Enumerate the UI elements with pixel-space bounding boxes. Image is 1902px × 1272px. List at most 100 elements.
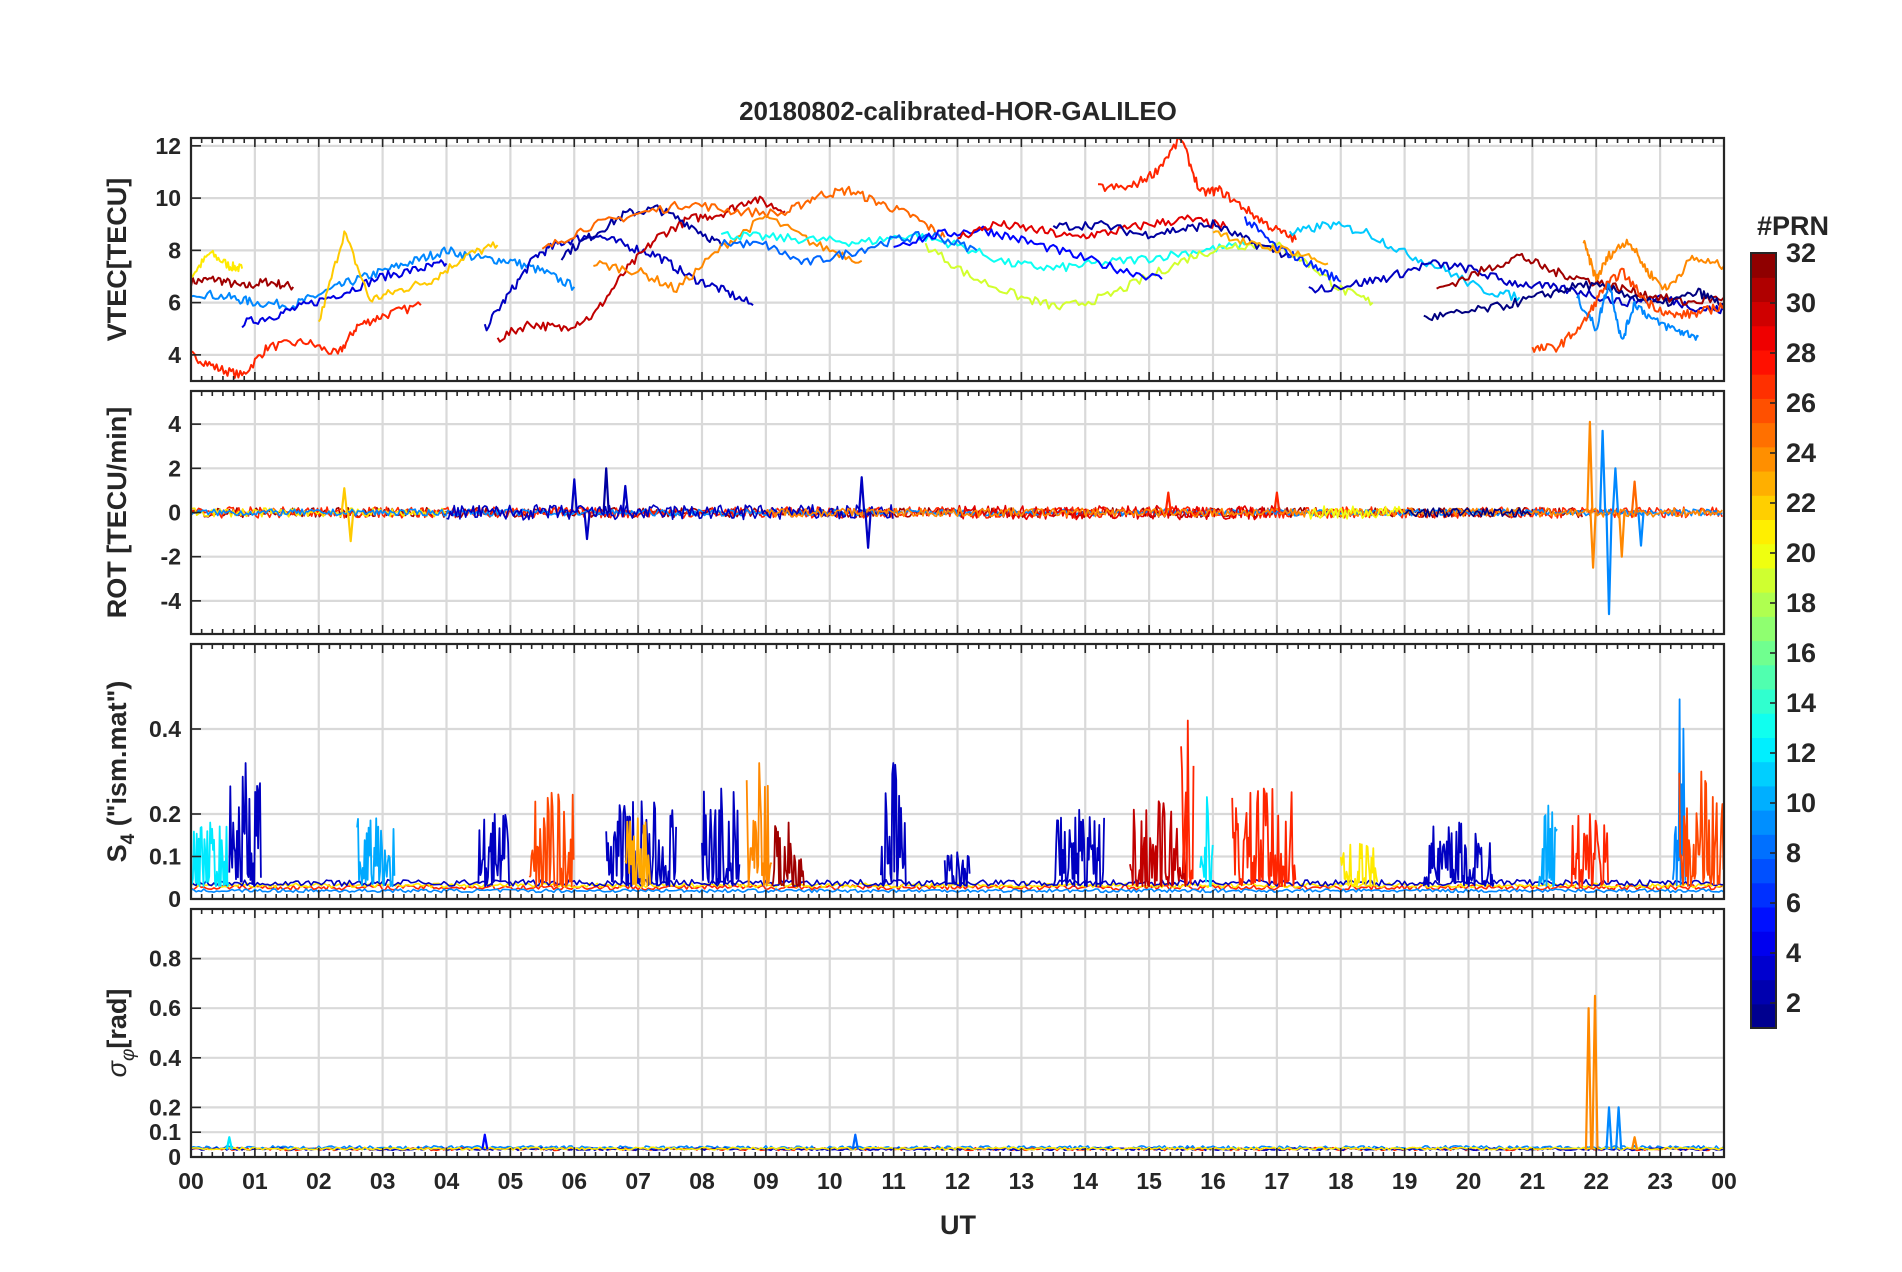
x-tick-label: 14 [1072,1168,1098,1194]
colorbar-tick-label: 12 [1786,738,1816,768]
vtec-series-prn-9 [1576,281,1699,341]
s4-burst-prn-3 [943,851,971,888]
x-tick-label: 09 [753,1168,779,1194]
vtec-series-prn-1 [1423,280,1724,322]
x-tick-label: 05 [498,1168,524,1194]
rot-spike-prn-24 [1586,420,1594,513]
vtec-series-prn-21 [191,249,244,279]
colorbar-band [1751,713,1776,738]
rot-spike-prn-3 [858,476,866,513]
s4-burst-prn-27 [1231,787,1297,888]
sigma-y-tick-label: 0.8 [149,946,181,972]
chart-title: 20180802-calibrated-HOR-GALILEO [739,96,1177,126]
x-tick-label: 20 [1456,1168,1482,1194]
colorbar-band [1751,470,1776,496]
colorbar-band [1751,543,1776,569]
s4-burst-prn-10 [356,817,396,888]
colorbar-band [1751,785,1776,811]
vtec-y-tick-label: 4 [168,342,181,368]
colorbar-tick-label: 26 [1786,388,1816,418]
s4-burst-prn-21 [1339,842,1379,888]
sigma-spike-prn-9 [1605,1106,1613,1150]
s4-burst-prn-3 [1052,808,1105,888]
colorbar-band [1751,422,1776,448]
s4-burst-prn-3 [880,762,907,887]
rot-series-prn-9 [191,508,1723,517]
s4-burst-prn-12 [191,821,230,888]
sigma-y-tick-label: 0.1 [149,1119,181,1145]
s4-burst-prn-26 [1678,770,1724,888]
s4-burst-prn-3 [605,800,677,888]
sigma-y-tick-label: 0.2 [149,1094,181,1120]
sigma-spike-prn-8 [851,1133,859,1150]
panel-rot: -4 -2 0 2 4 ROT [TECU/min] [102,389,1726,636]
x-tick-label: 13 [1009,1168,1035,1194]
rot-spike-prn-24 [1589,512,1597,569]
rot-y-axis-label: ROT [TECU/min] [102,407,132,618]
sigma-y-tick-label: 0.4 [149,1045,181,1071]
panel-vtec: 4 6 8 10 12 VTEC[TECU] [102,133,1726,383]
colorbar-tick-label: 24 [1786,438,1816,468]
rot-series-layer [191,420,1723,616]
colorbar-band [1751,1003,1776,1029]
colorbar-band [1751,834,1776,860]
colorbar-band [1751,592,1776,617]
panel-s4: 0 0.1 0.2 0.4 S4 ("ism.mat") [102,642,1726,912]
rot-spike-prn-3 [570,478,578,513]
sigma-spike-prn-9 [1615,1106,1623,1150]
rot-series-prn-1 [1404,507,1532,518]
x-tick-label: 22 [1583,1168,1609,1194]
sigma-y-tick-label: 0.6 [149,995,181,1021]
s4-burst-prn-10 [1537,804,1558,888]
vtec-minor-ticks [190,138,1725,381]
colorbar-band [1751,858,1776,884]
colorbar-tick-label: 28 [1786,338,1816,368]
vtec-series-prn-8 [720,231,978,266]
sigma-grid [189,909,1726,1159]
colorbar-band [1751,955,1776,981]
s4-y-tick-label: 0.2 [149,801,181,827]
colorbar-band [1751,761,1776,787]
x-tick-label: 17 [1264,1168,1290,1194]
colorbar-tick-label: 4 [1786,938,1801,968]
sigma-spike-prn-12 [225,1136,233,1150]
s4-y-axis-label: S4 ("ism.mat") [102,681,139,863]
x-tick-label: 00 [178,1168,204,1194]
rot-spike-prn-9 [1637,512,1645,547]
vtec-y-tick-label: 12 [155,133,181,159]
s4-burst-prn-3 [228,762,262,888]
rot-spike-prn-3 [621,484,629,513]
rot-spike-prn-9 [1599,429,1607,513]
colorbar-band [1751,446,1776,472]
vtec-series-prn-5 [893,225,1163,281]
vtec-series-prn-30 [496,195,786,343]
colorbar-band [1751,495,1776,521]
vtec-y-tick-label: 8 [168,237,181,263]
s4-burst-prn-24 [745,762,773,888]
rot-spike-prn-3 [583,512,591,541]
x-tick-label: 01 [242,1168,268,1194]
rot-series-prn-21 [191,507,447,518]
rot-minor-ticks [190,391,1725,634]
colorbar-band [1751,737,1776,763]
s4-burst-prn-26 [528,791,575,888]
colorbar-band [1751,567,1776,593]
vtec-series-layer [191,138,1724,379]
x-axis-label: UT [940,1210,976,1240]
rot-spike-prn-27 [1164,491,1172,513]
colorbar-band [1751,519,1776,545]
x-tick-label: 08 [689,1168,715,1194]
x-tick-label: 10 [817,1168,843,1194]
vtec-y-tick-label: 6 [168,290,181,316]
rot-y-tick-label: -2 [161,544,181,570]
vtec-series-prn-9 [191,246,576,311]
x-tick-label: 21 [1520,1168,1546,1194]
rot-series-prn-24 [765,507,1723,518]
vtec-series-prn-2 [1052,219,1291,259]
vtec-series-prn-22 [317,230,499,323]
x-tick-label: 16 [1200,1168,1226,1194]
vtec-series-prn-29 [957,214,1227,240]
s4-burst-prn-31 [771,821,805,888]
